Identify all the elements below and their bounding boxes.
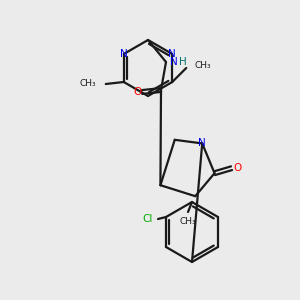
Text: CH₃: CH₃ <box>79 80 96 88</box>
Text: H: H <box>179 57 187 67</box>
Text: O: O <box>233 163 242 173</box>
Text: N: N <box>170 57 178 67</box>
Text: N: N <box>168 49 176 59</box>
Text: CH₃: CH₃ <box>194 61 211 70</box>
Text: N: N <box>120 49 127 59</box>
Text: CH₃: CH₃ <box>180 217 196 226</box>
Text: Cl: Cl <box>143 214 153 224</box>
Text: N: N <box>198 138 206 148</box>
Text: O: O <box>133 87 141 97</box>
